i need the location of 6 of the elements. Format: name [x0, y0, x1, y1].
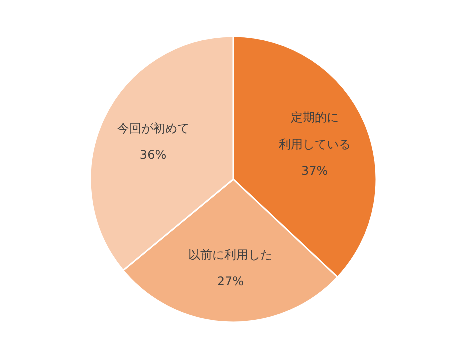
slice-label: 定期的に利用している: [278, 110, 351, 152]
data-label: 27%: [217, 274, 244, 288]
data-label: 36%: [140, 148, 167, 162]
slice-label: 以前に利用した: [188, 248, 273, 262]
data-label: 37%: [302, 164, 328, 178]
slice-label: 今回が初めて: [117, 121, 190, 136]
